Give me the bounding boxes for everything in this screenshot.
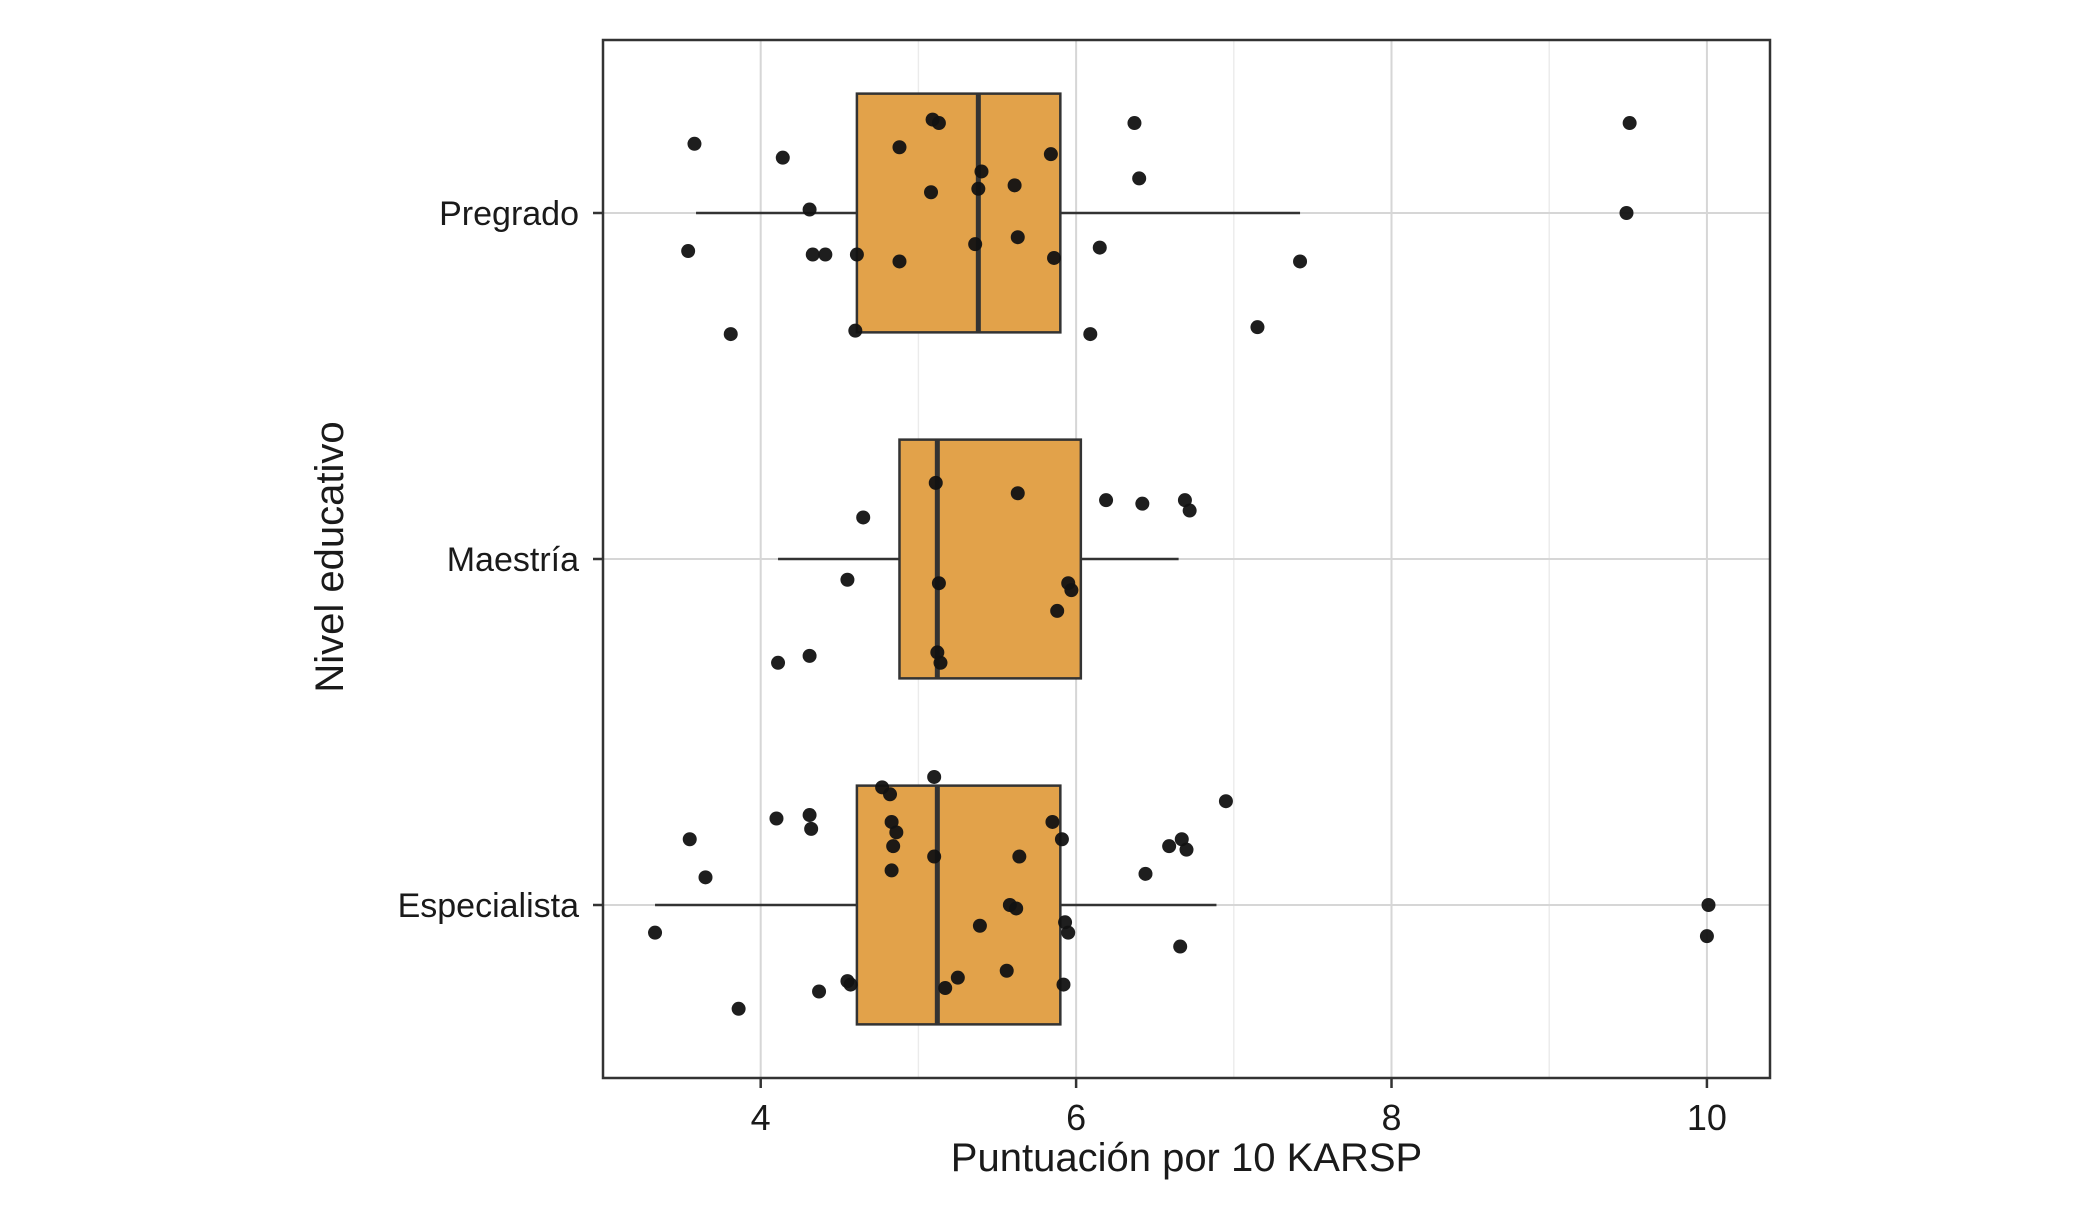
data-point xyxy=(1054,832,1069,847)
data-point xyxy=(1009,901,1024,916)
data-point xyxy=(1047,250,1062,265)
data-point xyxy=(950,970,965,985)
x-tick-label: 10 xyxy=(1687,1097,1727,1138)
category-label: Pregrado xyxy=(439,195,579,233)
data-point xyxy=(1173,939,1188,954)
data-point xyxy=(818,247,833,262)
data-point xyxy=(931,116,946,131)
data-point xyxy=(1699,929,1714,944)
data-point xyxy=(687,136,702,151)
data-point xyxy=(892,140,907,155)
data-point xyxy=(771,655,786,670)
data-point xyxy=(856,510,871,525)
data-point xyxy=(843,977,858,992)
data-point xyxy=(892,254,907,269)
data-point xyxy=(927,849,942,864)
data-point xyxy=(972,918,987,933)
category-label: Especialista xyxy=(398,887,580,925)
data-point xyxy=(1701,898,1716,912)
x-tick-label: 8 xyxy=(1381,1097,1401,1138)
data-point xyxy=(723,327,738,342)
data-point xyxy=(1138,866,1153,881)
data-point xyxy=(1162,839,1177,854)
data-point xyxy=(804,821,819,836)
data-point xyxy=(1056,977,1071,992)
data-point xyxy=(1012,849,1027,864)
data-point xyxy=(1007,178,1022,193)
data-point xyxy=(924,185,939,200)
data-point xyxy=(805,247,820,262)
data-point xyxy=(698,870,713,885)
data-point xyxy=(1293,254,1308,269)
data-point xyxy=(884,863,899,878)
data-point xyxy=(927,769,942,784)
data-point xyxy=(1218,794,1233,809)
data-point xyxy=(1050,603,1065,618)
data-point xyxy=(769,811,784,826)
data-point xyxy=(1099,493,1114,508)
data-point xyxy=(886,839,901,854)
data-point xyxy=(802,648,817,663)
data-point xyxy=(889,825,904,840)
box xyxy=(855,92,1062,334)
data-point xyxy=(1043,147,1058,162)
data-point xyxy=(731,1001,746,1016)
data-point xyxy=(971,181,986,196)
category-label: Maestría xyxy=(447,541,579,579)
data-point xyxy=(1135,496,1150,511)
data-point xyxy=(1064,583,1079,598)
data-point xyxy=(883,787,898,802)
data-point xyxy=(1061,925,1076,940)
data-point xyxy=(968,237,983,252)
data-point xyxy=(999,963,1014,978)
data-point xyxy=(682,832,697,847)
data-point xyxy=(681,244,696,259)
data-point xyxy=(840,572,855,587)
data-point xyxy=(1132,171,1147,186)
data-point xyxy=(812,984,827,999)
data-point xyxy=(1250,320,1265,335)
data-point xyxy=(802,808,817,823)
data-point xyxy=(1179,842,1194,857)
data-point xyxy=(1010,230,1025,245)
data-point xyxy=(1619,206,1634,220)
data-point xyxy=(848,323,863,338)
data-point xyxy=(1092,240,1107,255)
data-point xyxy=(974,164,989,179)
data-point xyxy=(933,655,948,670)
data-point xyxy=(1127,116,1142,131)
data-point xyxy=(802,202,817,217)
box xyxy=(898,438,1083,680)
x-tick-label: 4 xyxy=(751,1097,771,1138)
data-point xyxy=(1622,116,1637,131)
x-tick-label: 6 xyxy=(1066,1097,1086,1138)
x-axis-title: Puntuación por 10 KARSP xyxy=(950,1136,1423,1180)
data-point xyxy=(931,576,946,591)
data-point xyxy=(849,247,864,262)
data-point xyxy=(1083,327,1098,342)
data-point xyxy=(775,150,790,165)
data-point xyxy=(1010,486,1025,501)
data-point xyxy=(1045,814,1060,829)
data-point xyxy=(1182,503,1197,518)
data-point xyxy=(648,925,663,940)
data-point xyxy=(938,981,953,996)
data-point xyxy=(928,475,943,490)
y-axis-title: Nivel educativo xyxy=(308,421,352,693)
